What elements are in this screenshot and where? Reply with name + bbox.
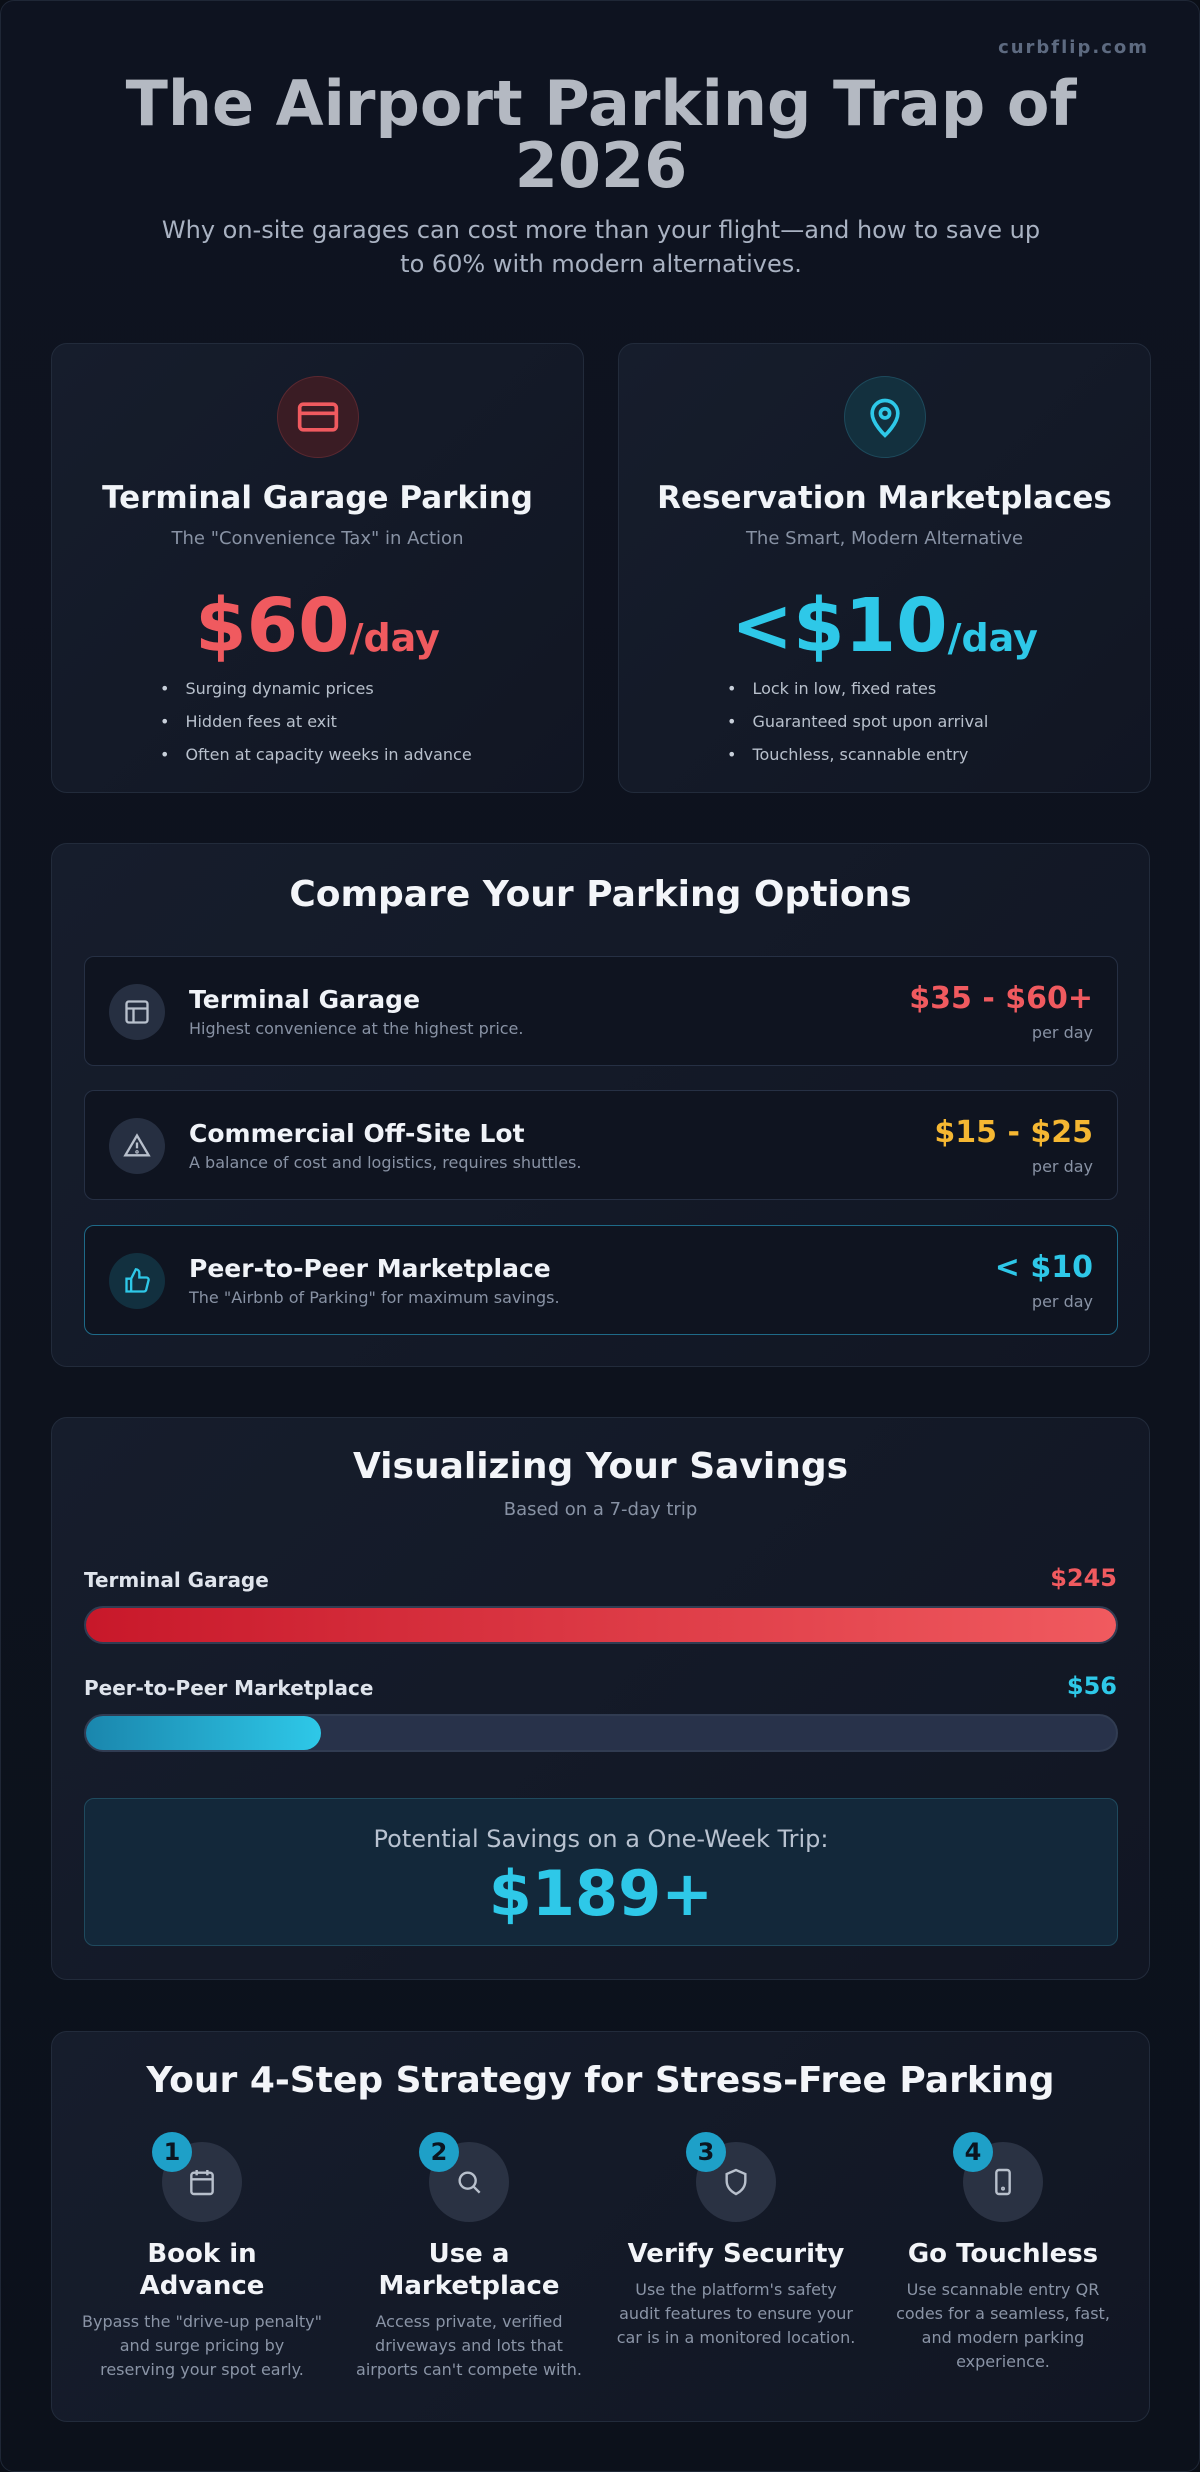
option-unit: per day — [1031, 1157, 1093, 1176]
icon — [276, 376, 359, 458]
step-text: Access private, verified driveways and l… — [356, 2312, 582, 2379]
points: Lock in low, fixed rates Guaranteed spot … — [727, 679, 1150, 764]
card-title: Terminal Garage Parking — [102, 480, 533, 516]
price: $60 — [195, 583, 350, 669]
bar — [86, 1608, 1116, 1642]
option-price: < $10 — [994, 1250, 1093, 1285]
step-title: Book in Advance — [139, 2239, 265, 2301]
section-title: Your 4-Step Strategy for Stress-Free Par… — [146, 2060, 1055, 2101]
step-icon: 2 — [419, 2132, 509, 2222]
step-icon: 3 — [686, 2132, 776, 2222]
option-price: $35 - $60+ — [909, 981, 1093, 1016]
unit: /day — [349, 616, 440, 660]
option-row: Terminal Garage Highest convenience at t… — [84, 956, 1118, 1066]
bar-label: Terminal Garage — [84, 1568, 269, 1592]
step-icon: 1 — [152, 2132, 242, 2222]
step-number: 4 — [953, 2132, 993, 2172]
bar-value: $245 — [1050, 1564, 1117, 1592]
option-price: $15 - $25 — [934, 1115, 1093, 1150]
step-text: Use the platform's safety audit features… — [616, 2280, 856, 2347]
title: The Airport Parking Trap of 2026 — [125, 67, 1077, 202]
price: <$10 — [731, 583, 948, 669]
card-tagline: The Smart, Modern Alternative — [745, 528, 1024, 549]
point: Lock in low, fixed rates — [727, 679, 1150, 698]
point: Often at capacity weeks in advance — [160, 745, 583, 764]
point: Guaranteed spot upon arrival — [727, 712, 1150, 731]
option-desc: A balance of cost and logistics, require… — [189, 1153, 582, 1172]
subtitle: Why on-site garages can cost more than y… — [161, 216, 1041, 278]
bar-label: Peer-to-Peer Marketplace — [84, 1676, 374, 1700]
point: Surging dynamic prices — [160, 679, 583, 698]
step: 1 Book in Advance Bypass the "drive-up pen… — [82, 2132, 323, 2382]
option-name: Terminal Garage — [189, 985, 421, 1014]
card-title: Reservation Marketplaces — [657, 480, 1112, 516]
step-text: Use scannable entry QR codes for a seaml… — [896, 2280, 1110, 2371]
section-subtitle: Based on a 7-day trip — [503, 1499, 698, 1520]
step-title: Go Touchless — [907, 2239, 1099, 2269]
step-title: Use a Marketplace — [378, 2239, 560, 2301]
bar-track — [84, 1714, 1118, 1752]
section-title: Compare Your Parking Options — [289, 874, 912, 915]
step-number: 3 — [686, 2132, 726, 2172]
step: 3 Verify Security Use the platform's safet… — [616, 2132, 856, 2350]
option-name: Peer-to-Peer Marketplace — [189, 1254, 551, 1283]
step-number: 2 — [419, 2132, 459, 2172]
step-title: Verify Security — [627, 2239, 845, 2269]
option-row: Commercial Off-Site Lot A balance of cos… — [84, 1090, 1118, 1200]
card: Terminal Garage Parking The "Convenience… — [51, 343, 584, 793]
unit: /day — [947, 616, 1038, 660]
compare-section: Compare Your Parking Options Terminal Ga… — [51, 843, 1150, 1367]
bar-value: $56 — [1066, 1672, 1117, 1700]
brand: curbflip.com — [998, 37, 1149, 58]
section-title: Visualizing Your Savings — [352, 1446, 849, 1487]
step-text: Bypass the "drive-up penalty" and surge … — [82, 2312, 323, 2379]
step-icon: 4 — [953, 2132, 1043, 2222]
bar-track — [84, 1606, 1118, 1644]
option-row: Peer-to-Peer Marketplace The "Airbnb of … — [84, 1225, 1118, 1335]
icon — [843, 376, 926, 458]
point: Hidden fees at exit — [160, 712, 583, 731]
option-desc: Highest convenience at the highest price… — [189, 1019, 524, 1038]
option-desc: The "Airbnb of Parking" for maximum savi… — [189, 1288, 560, 1307]
point: Touchless, scannable entry — [727, 745, 1150, 764]
step: 2 Use a Marketplace Access private, verifi… — [349, 2132, 589, 2382]
bar — [86, 1716, 322, 1750]
savings-callout: Potential Savings on a One-Week Trip: $1… — [84, 1798, 1118, 1946]
card: Reservation Marketplaces The Smart, Mode… — [618, 343, 1151, 793]
savings-section: Visualizing Your Savings Based on a 7-da… — [51, 1417, 1150, 1980]
option-unit: per day — [1031, 1292, 1093, 1311]
callout-label: Potential Savings on a One-Week Trip: — [373, 1825, 829, 1853]
callout-amount: $189+ — [488, 1857, 714, 1930]
step-number: 1 — [152, 2132, 192, 2172]
strategy-section: Your 4-Step Strategy for Stress-Free Par… — [51, 2031, 1150, 2422]
points: Surging dynamic prices Hidden fees at exi… — [160, 679, 583, 764]
card-tagline: The "Convenience Tax" in Action — [171, 528, 464, 549]
step: 4 Go Touchless Use scannable entry QR code… — [883, 2132, 1123, 2374]
option-name: Commercial Off-Site Lot — [189, 1119, 525, 1148]
option-unit: per day — [1031, 1023, 1093, 1042]
